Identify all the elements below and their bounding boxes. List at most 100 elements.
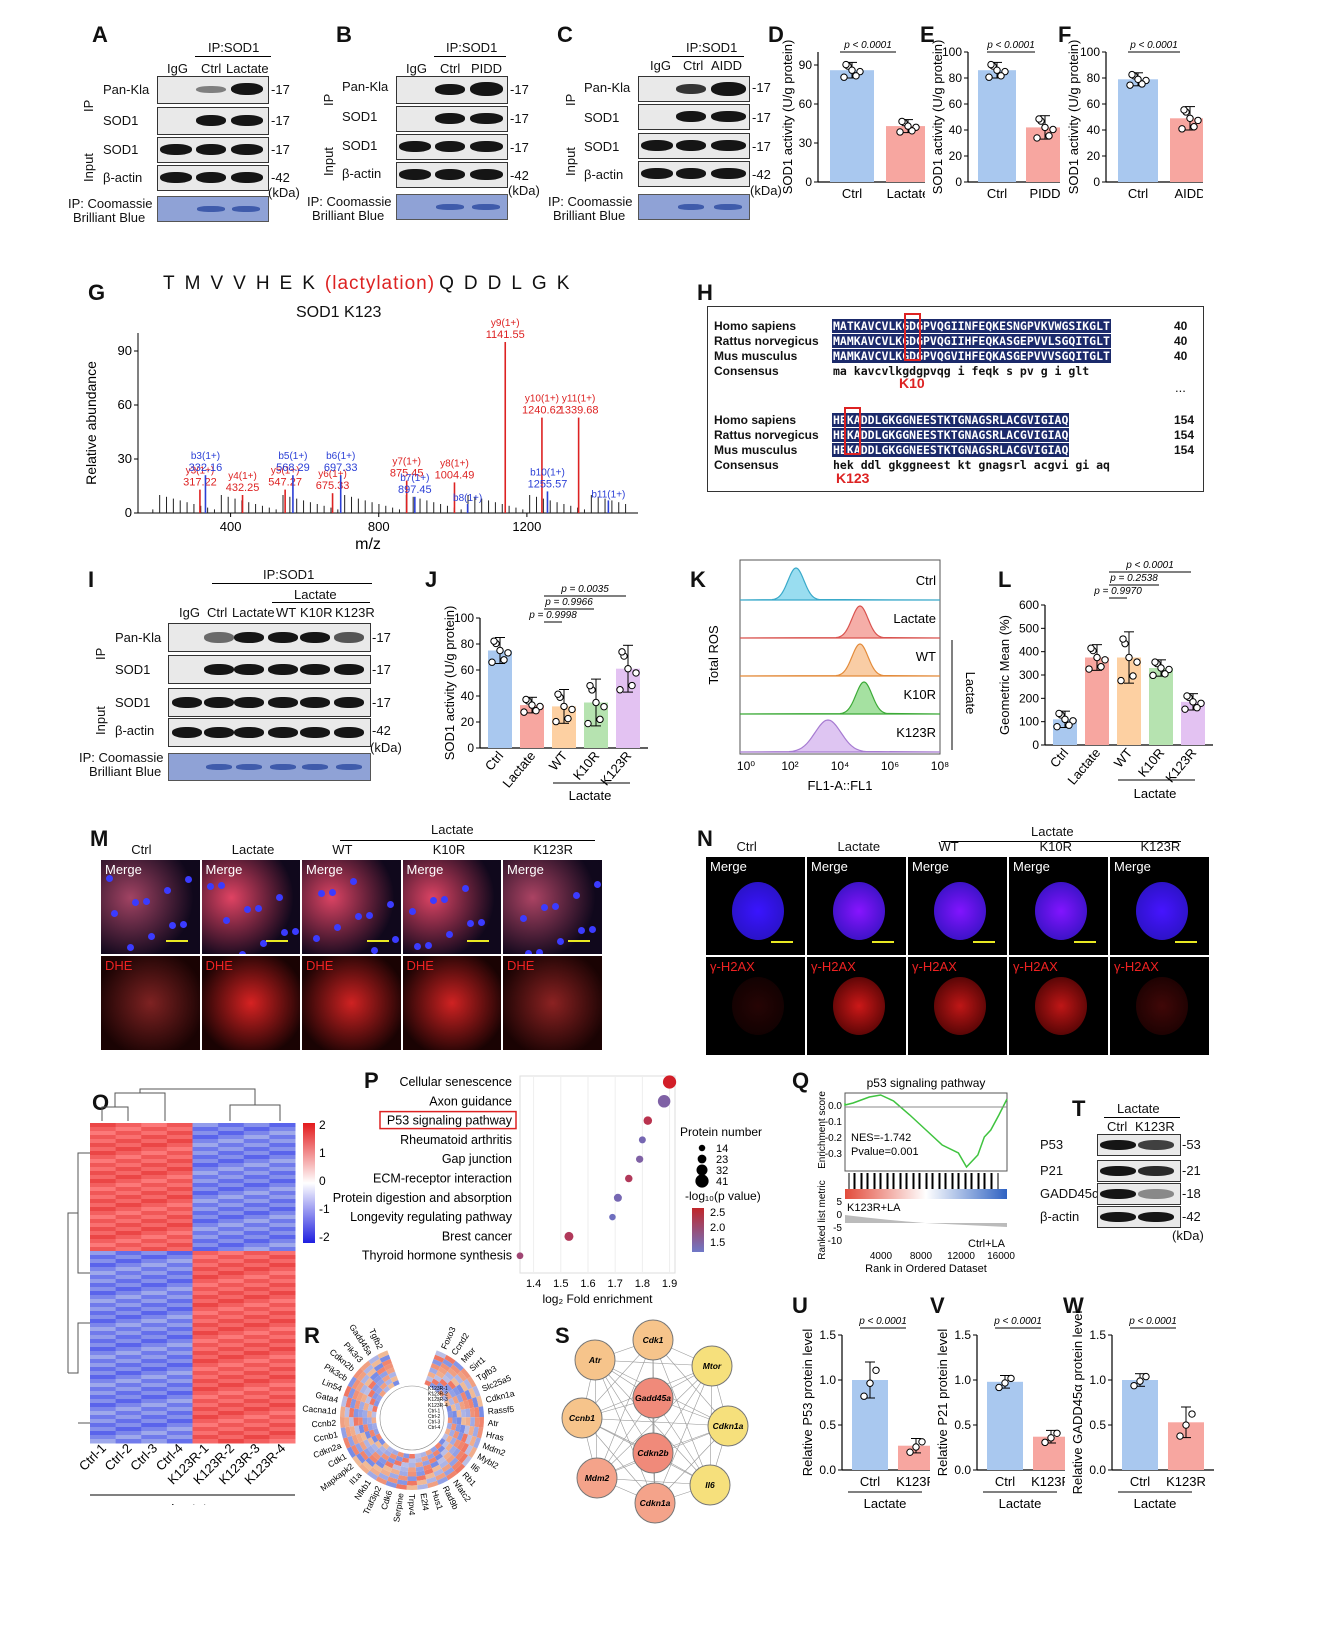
data-point: [987, 60, 995, 69]
circular-heatmap-cell: [448, 1429, 456, 1438]
circular-heatmap-cell: [440, 1362, 451, 1372]
sod1-input-label: SOD1: [115, 695, 151, 710]
circular-heatmap-cell: [362, 1417, 368, 1425]
heatmap-cell: [243, 1263, 270, 1268]
circular-heatmap-cell: [390, 1375, 399, 1383]
heatmap-cell: [90, 1251, 117, 1256]
heatmap-cell: [269, 1407, 296, 1412]
heatmap-cell: [90, 1167, 117, 1172]
scale-tick-label: 1: [319, 1146, 326, 1160]
heatmap-cell: [115, 1263, 142, 1268]
y-tick-label: 0.0: [828, 1101, 842, 1112]
heatmap-cell: [243, 1411, 270, 1416]
coomassie-b-2: Brilliant Blue: [312, 208, 385, 223]
k123r-label: K123R: [335, 605, 375, 620]
heatmap-cell: [243, 1171, 270, 1176]
data-point: [1049, 125, 1057, 134]
heatmap-cell: [141, 1275, 168, 1280]
heatmap-cell: [166, 1403, 193, 1408]
circular-heatmap-cell: [453, 1439, 461, 1449]
data-point: [1117, 676, 1125, 685]
x-axis-label: FL1-A::FL1: [807, 778, 872, 793]
heatmap-cell: [115, 1375, 142, 1380]
blot-band: [1100, 1140, 1136, 1150]
y-tick-label: 40: [461, 689, 475, 703]
data-point: [1134, 75, 1142, 83]
y-tick-label: 200: [1019, 691, 1039, 705]
data-point: [1194, 116, 1202, 125]
blot-band: [234, 632, 264, 643]
data-point: [584, 719, 592, 728]
heatmap-cell: [115, 1435, 142, 1440]
nucleus: [254, 905, 262, 912]
heatmap-cell: [166, 1255, 193, 1260]
x-tick-label: WT: [1111, 745, 1136, 770]
blot-strip: [1097, 1183, 1181, 1205]
node-label: Cdkn1a: [713, 1421, 744, 1431]
nucleus: [461, 885, 469, 892]
mw-17-c2: -17: [752, 110, 771, 125]
circular-heatmap-cell: [433, 1468, 444, 1477]
heatmap-cell: [166, 1295, 193, 1300]
term-label: P53 signaling pathway: [387, 1114, 513, 1128]
circular-heatmap-cell: [407, 1471, 417, 1477]
x-tick-label: 10⁰: [737, 759, 755, 773]
heatmap-cell: [90, 1295, 117, 1300]
heatmap-cell: [115, 1127, 142, 1132]
circular-heatmap-cell: [434, 1442, 442, 1450]
heatmap-cell: [269, 1259, 296, 1264]
circular-heatmap-cell: [392, 1464, 401, 1471]
heatmap-cell: [269, 1123, 296, 1128]
scale-bar: [872, 941, 894, 943]
heatmap-cell: [90, 1403, 117, 1408]
nucleus: [934, 977, 986, 1035]
heatmap-cell: [141, 1123, 168, 1128]
heatmap-cell: [243, 1283, 270, 1288]
heatmap-cell: [141, 1283, 168, 1288]
nucleus: [366, 912, 373, 919]
circular-heatmap-cell: [468, 1426, 475, 1436]
circular-heatmap-cell: [459, 1381, 469, 1392]
heatmap-cell: [218, 1435, 245, 1440]
scale-bar: [567, 940, 590, 942]
circular-heatmap-cell: [375, 1476, 388, 1485]
circular-heatmap-cell: [384, 1460, 394, 1469]
circular-heatmap-cell: [415, 1466, 425, 1472]
heatmap-cell: [269, 1395, 296, 1400]
heatmap-cell: [166, 1199, 193, 1204]
heatmap-cell: [218, 1319, 245, 1324]
heatmap-cell: [115, 1247, 142, 1252]
circular-heatmap-cell: [450, 1377, 460, 1387]
heatmap-cell: [166, 1283, 193, 1288]
data-point: [1136, 1377, 1144, 1385]
y-axis-label-bottom: Ranked list metric: [817, 1180, 828, 1259]
heatmap-cell: [166, 1407, 193, 1412]
circular-heatmap-cell: [397, 1475, 408, 1481]
network-node: [632, 1432, 674, 1474]
heatmap-cell: [192, 1135, 219, 1140]
circular-heatmap-cell: [452, 1386, 461, 1396]
heatmap-cell: [218, 1439, 245, 1444]
nucleus: [318, 890, 325, 897]
circular-heatmap-cell: [396, 1479, 408, 1486]
heatmap-cell: [141, 1347, 168, 1352]
heatmap-cell: [269, 1351, 296, 1356]
heatmap-cell: [192, 1299, 219, 1304]
x-tick-label: 4000: [870, 1251, 893, 1262]
circular-heatmap-cell: [454, 1402, 461, 1411]
heatmap-cell: [166, 1231, 193, 1236]
nes-label: NES=-1.742: [851, 1132, 911, 1144]
x-tick-label: Lactate: [1064, 745, 1103, 787]
heatmap-cell: [166, 1419, 193, 1424]
circular-heatmap-cell: [474, 1417, 480, 1428]
heatmap-cell: [166, 1439, 193, 1444]
heatmap-cell: [90, 1263, 117, 1268]
scale-bar: [165, 940, 188, 942]
circular-heatmap-cell: [387, 1456, 396, 1465]
network-node: [632, 1319, 674, 1361]
data-point: [1097, 663, 1105, 671]
blot-band: [1138, 1189, 1174, 1199]
heatmap-cell: [192, 1203, 219, 1208]
blot-band: [204, 632, 234, 643]
circular-heatmap-cell: [360, 1432, 368, 1441]
